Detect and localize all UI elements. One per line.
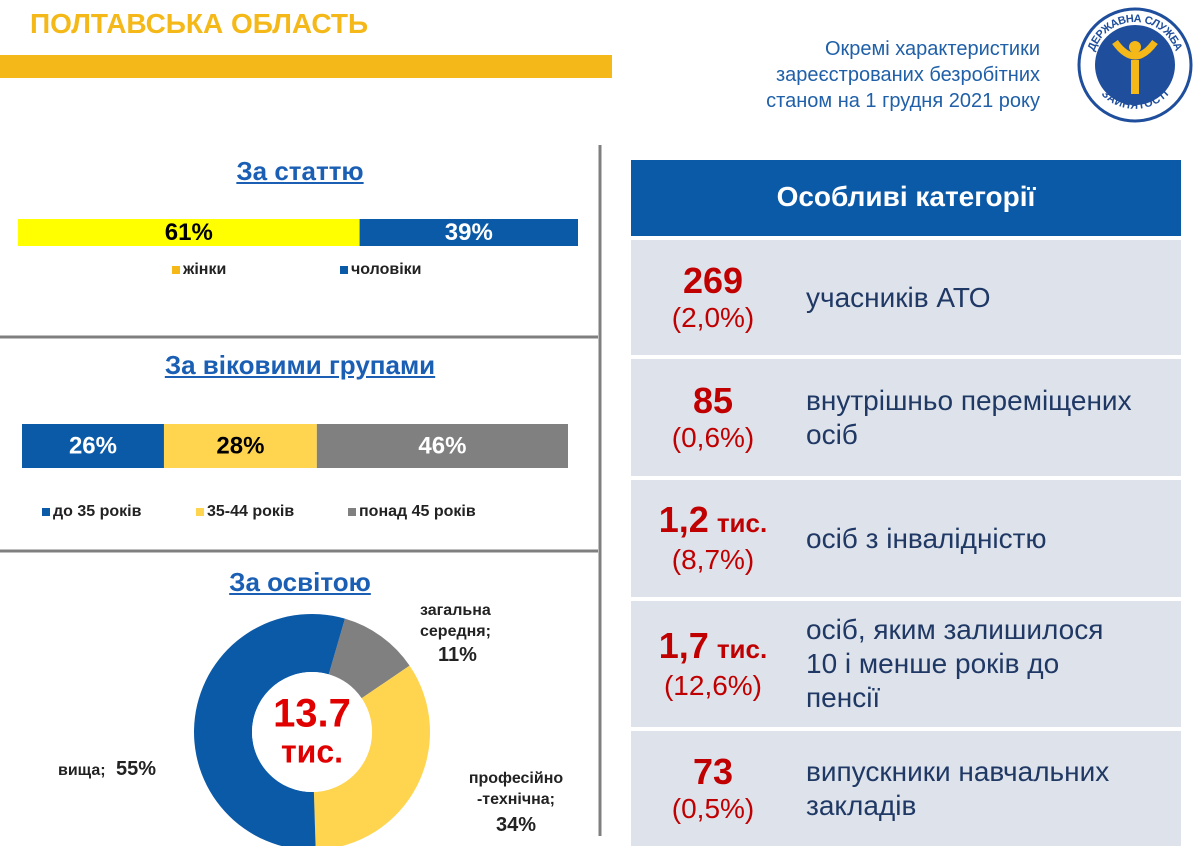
data-label: 46% [418, 432, 466, 459]
bar-segment [359, 219, 578, 246]
row-number-line: 1,7 тис. [658, 624, 768, 669]
row-label-line: осіб [806, 418, 858, 450]
row-label: осіб з інвалідністю [806, 480, 1176, 597]
row-number: 1,7 [658, 624, 709, 666]
row-label-line: учасників АТО [806, 281, 991, 313]
row-share: (0,6%) [671, 421, 755, 453]
row-number: 73 [692, 750, 734, 792]
row-share: (12,6%) [663, 669, 763, 701]
panel-row [631, 240, 1181, 355]
panel-title: Особливі категорії [776, 181, 1036, 212]
center-value: 13.7 [273, 692, 351, 736]
section-title: За віковими групами [164, 350, 436, 380]
row-figures: 73 (0,5%) [631, 731, 795, 846]
legend-marker [172, 266, 180, 274]
section-title: За статтю [236, 156, 364, 186]
legend-label: понад 45 років [359, 503, 476, 520]
row-unit: тис. [716, 633, 768, 664]
donut-hole [252, 672, 372, 792]
bar-segment [316, 424, 568, 468]
row-number: 269 [682, 259, 744, 301]
row-number-line: 85 [692, 379, 734, 421]
row-figures: 269 (2,0%) [631, 240, 795, 355]
section-title: За освітою [229, 567, 371, 597]
panel-header [631, 160, 1181, 236]
bar-segment [18, 219, 360, 246]
row-number-line: 1,2 тис. [659, 500, 767, 543]
row-number: 1,2 [658, 499, 709, 540]
panel-row [631, 359, 1181, 476]
bar-segment [22, 424, 164, 468]
center-unit: тис. [281, 733, 343, 769]
row-number-line: 269 [682, 259, 744, 301]
slice-label: професійно -технічна; [468, 770, 564, 808]
row-number-line: 73 [692, 750, 734, 792]
legend-label: до 35 років [53, 503, 142, 520]
legend-marker [340, 266, 348, 274]
subtitle-line: Окремі характеристики [824, 38, 1040, 60]
row-label: учасників АТО [806, 240, 1176, 355]
logo: ДЕРЖАВНА СЛУЖБА ЗАЙНЯТОСТІ [1077, 7, 1193, 123]
row-label-line: осіб з інвалідністю [806, 522, 1047, 554]
donut-slice [313, 665, 430, 846]
legend-label: жінки [182, 261, 226, 278]
donut-slice [328, 618, 410, 699]
row-share: (8,7%) [671, 544, 755, 575]
row-unit: тис. [716, 508, 768, 538]
legend-label: 35-44 років [207, 503, 294, 520]
slice-value: 11% [438, 644, 477, 666]
page-title: ПОЛТАВСЬКА ОБЛАСТЬ [30, 8, 369, 39]
row-label: внутрішньо переміщених осіб [806, 359, 1176, 476]
row-label-line: пенсії [806, 682, 881, 713]
slice-value: 55% [116, 758, 157, 780]
row-label: осіб, яким залишилося 10 і менше років до… [806, 601, 1176, 727]
data-label: 61% [165, 219, 213, 246]
row-figures: 1,2 тис. (8,7%) [631, 480, 795, 597]
slice-label: загальна середня; [420, 602, 491, 640]
legend-label: чоловіки [351, 261, 422, 278]
legend-marker [42, 508, 50, 516]
row-share: (2,0%) [671, 301, 755, 333]
row-share: (0,5%) [671, 792, 755, 824]
slice-label: вища; [58, 762, 106, 779]
panel-row [631, 480, 1181, 597]
row-figures: 85 (0,6%) [631, 359, 795, 476]
data-label: 39% [445, 219, 493, 246]
row-label-line: 10 і менше років до [806, 648, 1060, 679]
data-label: 26% [69, 432, 117, 459]
subtitle-line: зареєстрованих безробітних [775, 64, 1040, 86]
row-label-line: осіб, яким залишилося [806, 614, 1104, 645]
row-label-line: закладів [806, 789, 917, 821]
row-label: випускники навчальних закладів [806, 731, 1176, 846]
panel-row [631, 731, 1181, 846]
row-number: 85 [692, 379, 734, 421]
legend-marker [348, 508, 356, 516]
title-bar [0, 55, 612, 78]
data-label: 28% [216, 432, 264, 459]
row-label-line: випускники навчальних [806, 755, 1110, 787]
panel-row [631, 601, 1181, 727]
bar-segment [163, 424, 317, 468]
donut-slice [194, 614, 345, 846]
row-figures: 1,7 тис. (12,6%) [631, 601, 795, 727]
legend-marker [196, 508, 204, 516]
slice-value: 34% [496, 814, 537, 836]
row-label-line: внутрішньо переміщених [806, 384, 1132, 416]
subtitle-line: станом на 1 грудня 2021 року [766, 90, 1040, 112]
